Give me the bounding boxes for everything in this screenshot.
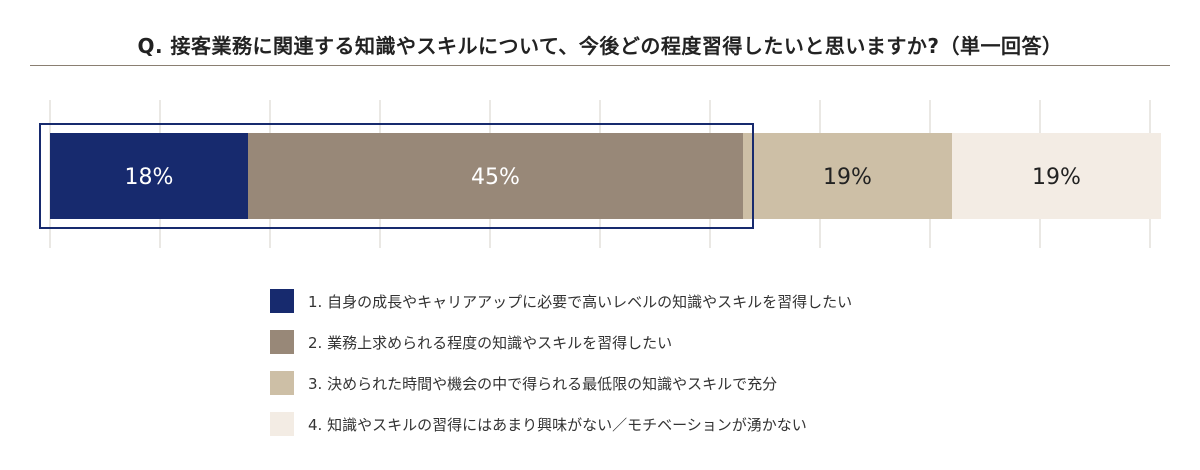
bar-segment-3 — [743, 133, 952, 219]
legend-swatch-1 — [270, 289, 294, 313]
data-label-2: 45% — [471, 165, 520, 190]
legend-item-2: 2. 業務上求められる程度の知識やスキルを習得したい — [270, 330, 852, 354]
legend-item-3: 3. 決められた時間や機会の中で得られる最低限の知識やスキルで充分 — [270, 371, 852, 395]
stacked-bar-chart: 18% 45% 19% 19% — [39, 100, 1161, 248]
legend-swatch-4 — [270, 412, 294, 436]
legend-label-1: 1. 自身の成長やキャリアアップに必要で高いレベルの知識やスキルを習得したい — [308, 292, 853, 311]
legend-swatch-3 — [270, 371, 294, 395]
bar-segment-2 — [248, 133, 743, 219]
legend-label-3: 3. 決められた時間や機会の中で得られる最低限の知識やスキルで充分 — [308, 374, 778, 393]
legend-label-2: 2. 業務上求められる程度の知識やスキルを習得したい — [308, 333, 673, 352]
legend-swatch-2 — [270, 330, 294, 354]
bar-segment-1 — [50, 133, 248, 219]
chart-legend: 1. 自身の成長やキャリアアップに必要で高いレベルの知識やスキルを習得したい 2… — [270, 289, 852, 453]
bar-segment-4 — [952, 133, 1161, 219]
highlight-box — [39, 123, 754, 229]
data-label-1: 18% — [125, 165, 174, 190]
data-label-3: 19% — [823, 165, 872, 190]
title-divider — [30, 65, 1170, 66]
chart-title: Q. 接客業務に関連する知識やスキルについて、今後どの程度習得したいと思いますか… — [137, 34, 1063, 58]
data-label-4: 19% — [1032, 165, 1081, 190]
legend-label-4: 4. 知識やスキルの習得にはあまり興味がない／モチベーションが湧かない — [308, 415, 807, 434]
legend-item-4: 4. 知識やスキルの習得にはあまり興味がない／モチベーションが湧かない — [270, 412, 852, 436]
legend-item-1: 1. 自身の成長やキャリアアップに必要で高いレベルの知識やスキルを習得したい — [270, 289, 852, 313]
